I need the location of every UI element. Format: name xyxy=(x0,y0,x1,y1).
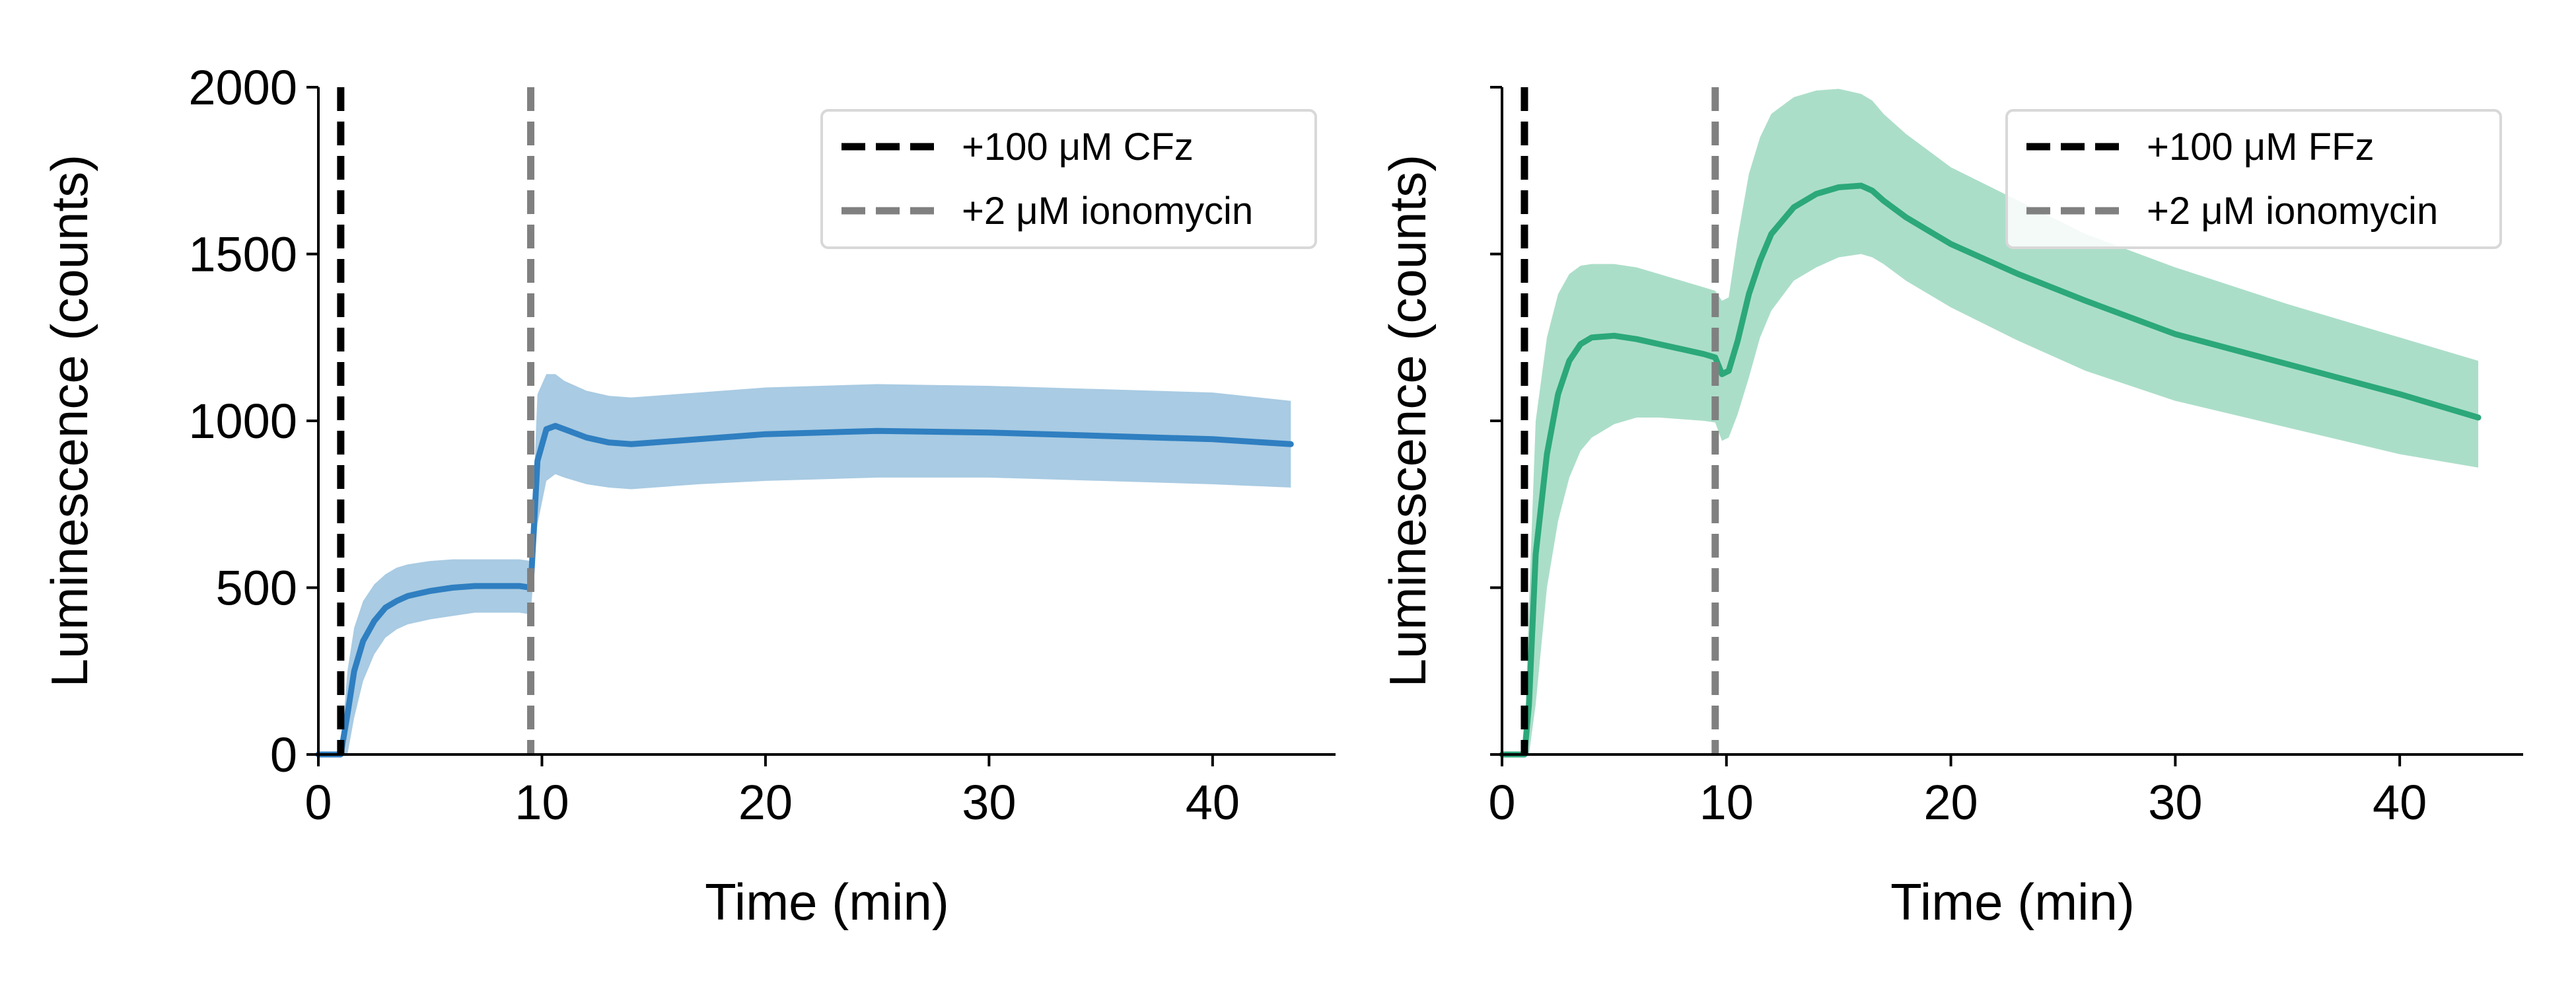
y-tick-label: 1000 xyxy=(188,394,297,449)
chart-right-ffz: 0 10 20 30 40 Time (min) Luminescence (counts)… xyxy=(1378,86,2523,931)
y-axis-label: Luminescence (counts) xyxy=(40,155,98,687)
x-tick-label: 20 xyxy=(738,775,793,830)
y-tick-label: 2000 xyxy=(188,60,297,115)
y-tick-label: 500 xyxy=(216,561,297,616)
error-band xyxy=(1502,89,2478,754)
y-tick-label: 0 xyxy=(270,727,297,782)
x-tick-label: 30 xyxy=(962,775,1016,830)
x-tick-label: 10 xyxy=(515,775,569,830)
series-line xyxy=(1499,182,2482,758)
x-tick-label: 0 xyxy=(304,775,332,830)
legend-box xyxy=(820,109,1317,249)
y-tick-label: 1500 xyxy=(188,227,297,282)
legend: +100 μM FFz +2 μM ionomycin xyxy=(2005,109,2502,249)
legend-label: +2 μM ionomycin xyxy=(962,190,1253,233)
x-tick-label: 10 xyxy=(1699,775,1754,830)
x-axis-label: Time (min) xyxy=(705,873,949,931)
chart-left-cfz: 0 10 20 30 40 0 500 1000 1500 2000 Time (min) Lumin… xyxy=(40,60,1336,931)
legend-box xyxy=(2005,109,2502,249)
x-axis-label: Time (min) xyxy=(1890,873,2135,931)
error-band xyxy=(318,374,1291,754)
legend: +100 μM CFz +2 μM ionomycin xyxy=(820,109,1317,249)
x-tick-label: 30 xyxy=(2148,775,2202,830)
x-tick-label: 20 xyxy=(1923,775,1978,830)
x-tick-label: 40 xyxy=(1186,775,1240,830)
y-axis-label: Luminescence (counts) xyxy=(1378,155,1437,687)
x-tick-label: 40 xyxy=(2373,775,2427,830)
legend-label: +100 μM FFz xyxy=(2147,126,2374,168)
x-tick-label: 0 xyxy=(1488,775,1515,830)
legend-label: +2 μM ionomycin xyxy=(2147,190,2438,233)
legend-label: +100 μM CFz xyxy=(962,126,1194,168)
